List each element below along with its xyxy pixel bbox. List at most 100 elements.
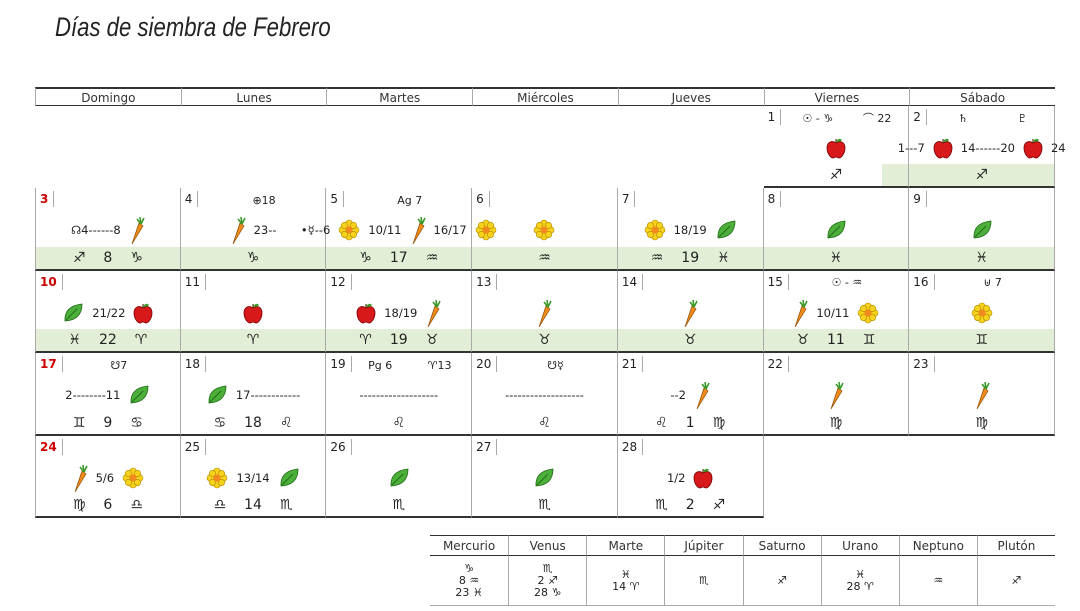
position-line: ♒ <box>933 573 944 587</box>
day-cell: 22 ♍ <box>763 353 910 436</box>
zodiac-row: ♍ <box>909 412 1054 434</box>
day-cell: 7 18/19 ♒ 19 ♓ <box>617 188 764 271</box>
zodiac-row: ♍ <box>764 412 909 434</box>
carrot-icon <box>129 215 145 245</box>
sowing-row <box>620 297 761 329</box>
zodiac: ♍ <box>712 414 726 431</box>
top-notes <box>354 438 465 458</box>
sowing-row: 2--------11 <box>38 379 178 411</box>
top-notes: ☋☿ <box>500 355 611 375</box>
zodiac: ♐ <box>72 249 86 266</box>
sowing-row <box>328 462 469 494</box>
zodiac: ♍ <box>72 496 86 513</box>
top-notes: ⊎ 7 <box>937 273 1048 293</box>
planet-position: ♏ <box>664 556 743 606</box>
day-number: 25 <box>185 438 206 455</box>
note: 10/11 <box>368 223 402 238</box>
planet-header: Júpiter <box>664 535 743 556</box>
weekday-header: Miércoles <box>472 87 618 106</box>
sowing-row: 18/19 <box>620 214 761 246</box>
note: ☊4------8 <box>70 223 121 238</box>
weekday-header: Martes <box>326 87 473 106</box>
zodiac: 18 <box>244 414 262 431</box>
top-notes <box>500 273 611 293</box>
zodiac: 19 <box>681 249 700 266</box>
zodiac: 19 <box>389 332 408 349</box>
day-cell: 18 17------------ ♋ 18 ♌ <box>180 353 327 436</box>
position-line: 14 ♈ <box>612 579 640 593</box>
planet-header: Plutón <box>976 535 1055 556</box>
day-cell: 5 Ag 7 •☿--6 10/11 16/17 ♑ 17 ♒ <box>301 188 496 271</box>
day-number: 1 <box>768 109 782 125</box>
position-line: 8 ♒ <box>458 573 480 587</box>
planet-position: ♏ 2 ♐ 28 ♑ <box>508 556 587 606</box>
leaf-icon <box>971 219 993 241</box>
zodiac-row: ♑ 17 ♒ <box>326 246 472 269</box>
day-number: 12 <box>330 273 352 290</box>
sowing-row: 1/2 <box>620 462 761 494</box>
day-number: 15 <box>768 273 789 290</box>
zodiac: ♓ <box>829 249 843 266</box>
zodiac-row: ♑ <box>180 246 326 269</box>
day-number: 22 <box>768 356 789 373</box>
zodiac: ♓ <box>717 249 730 266</box>
day-cell: 4 ⊕18 23-- ♑ <box>180 188 327 271</box>
position-line: 28 ♑ <box>534 585 562 599</box>
day-cell: 26 ♏ <box>326 435 473 518</box>
zodiac: ♉ <box>683 332 697 349</box>
planet-position: ♓ 28 ♈ <box>820 556 899 606</box>
weekday-header: Sábado <box>909 87 1055 106</box>
planet-position: ♒ <box>898 556 977 606</box>
carrot-icon <box>792 298 809 328</box>
zodiac-row: ♉ <box>472 329 617 352</box>
note: 13/14 <box>236 470 270 485</box>
note: --2 <box>670 388 686 403</box>
zodiac: ♏ <box>392 496 406 513</box>
leaf-icon <box>533 467 555 489</box>
zodiac: ♏ <box>279 496 293 513</box>
day-cell: 11 ♈ <box>180 270 327 354</box>
carrot-icon <box>536 298 553 328</box>
zodiac-row: ♊ 9 ♋ <box>36 412 180 434</box>
zodiac: ♓ <box>975 249 988 266</box>
apple-icon <box>243 302 263 324</box>
day-number: 3 <box>40 191 55 208</box>
zodiac: ♑ <box>130 249 143 266</box>
zodiac-row: ♐ 8 ♑ <box>36 246 180 269</box>
weekday-header: Lunes <box>180 87 327 106</box>
position-line: ♐ <box>1011 573 1022 587</box>
zodiac: ♑ <box>359 249 372 266</box>
day-cell: 20 ☋☿ ------------------- ♌ <box>472 353 618 436</box>
top-notes <box>500 438 611 458</box>
zodiac: ♍ <box>829 414 843 431</box>
top-notes <box>354 273 465 293</box>
zodiac-row: ♋ 18 ♌ <box>181 412 326 434</box>
zodiac: ♈ <box>246 332 260 349</box>
zodiac: ♌ <box>655 414 668 431</box>
zodiac-row: ♉ 11 ♊ <box>763 329 909 352</box>
top-notes <box>792 355 903 375</box>
leaf-icon <box>825 219 847 241</box>
top-notes <box>937 355 1048 375</box>
planet-header: Neptuno <box>898 535 977 556</box>
note: ⊕18 <box>252 193 276 207</box>
note: 10/11 <box>816 305 850 320</box>
top-notes <box>209 355 320 375</box>
top-notes <box>646 190 757 210</box>
sowing-row: ------------------- <box>328 379 469 411</box>
note: 24 <box>1050 141 1066 155</box>
note: 5/6 <box>95 470 115 485</box>
carrot-icon <box>72 463 88 493</box>
day-number: 27 <box>476 438 498 455</box>
zodiac: ♓ <box>68 332 81 349</box>
sowing-row <box>911 297 1052 329</box>
sowing-row <box>474 462 615 494</box>
note: ☋7 <box>110 358 128 372</box>
zodiac-row: ♌ 1 ♍ <box>618 412 763 434</box>
day-number: 18 <box>185 356 206 373</box>
carrot-icon <box>974 380 990 410</box>
zodiac-row: ♓ <box>763 246 909 269</box>
flower-icon <box>644 219 666 241</box>
planet-position: ♐ <box>742 556 821 606</box>
